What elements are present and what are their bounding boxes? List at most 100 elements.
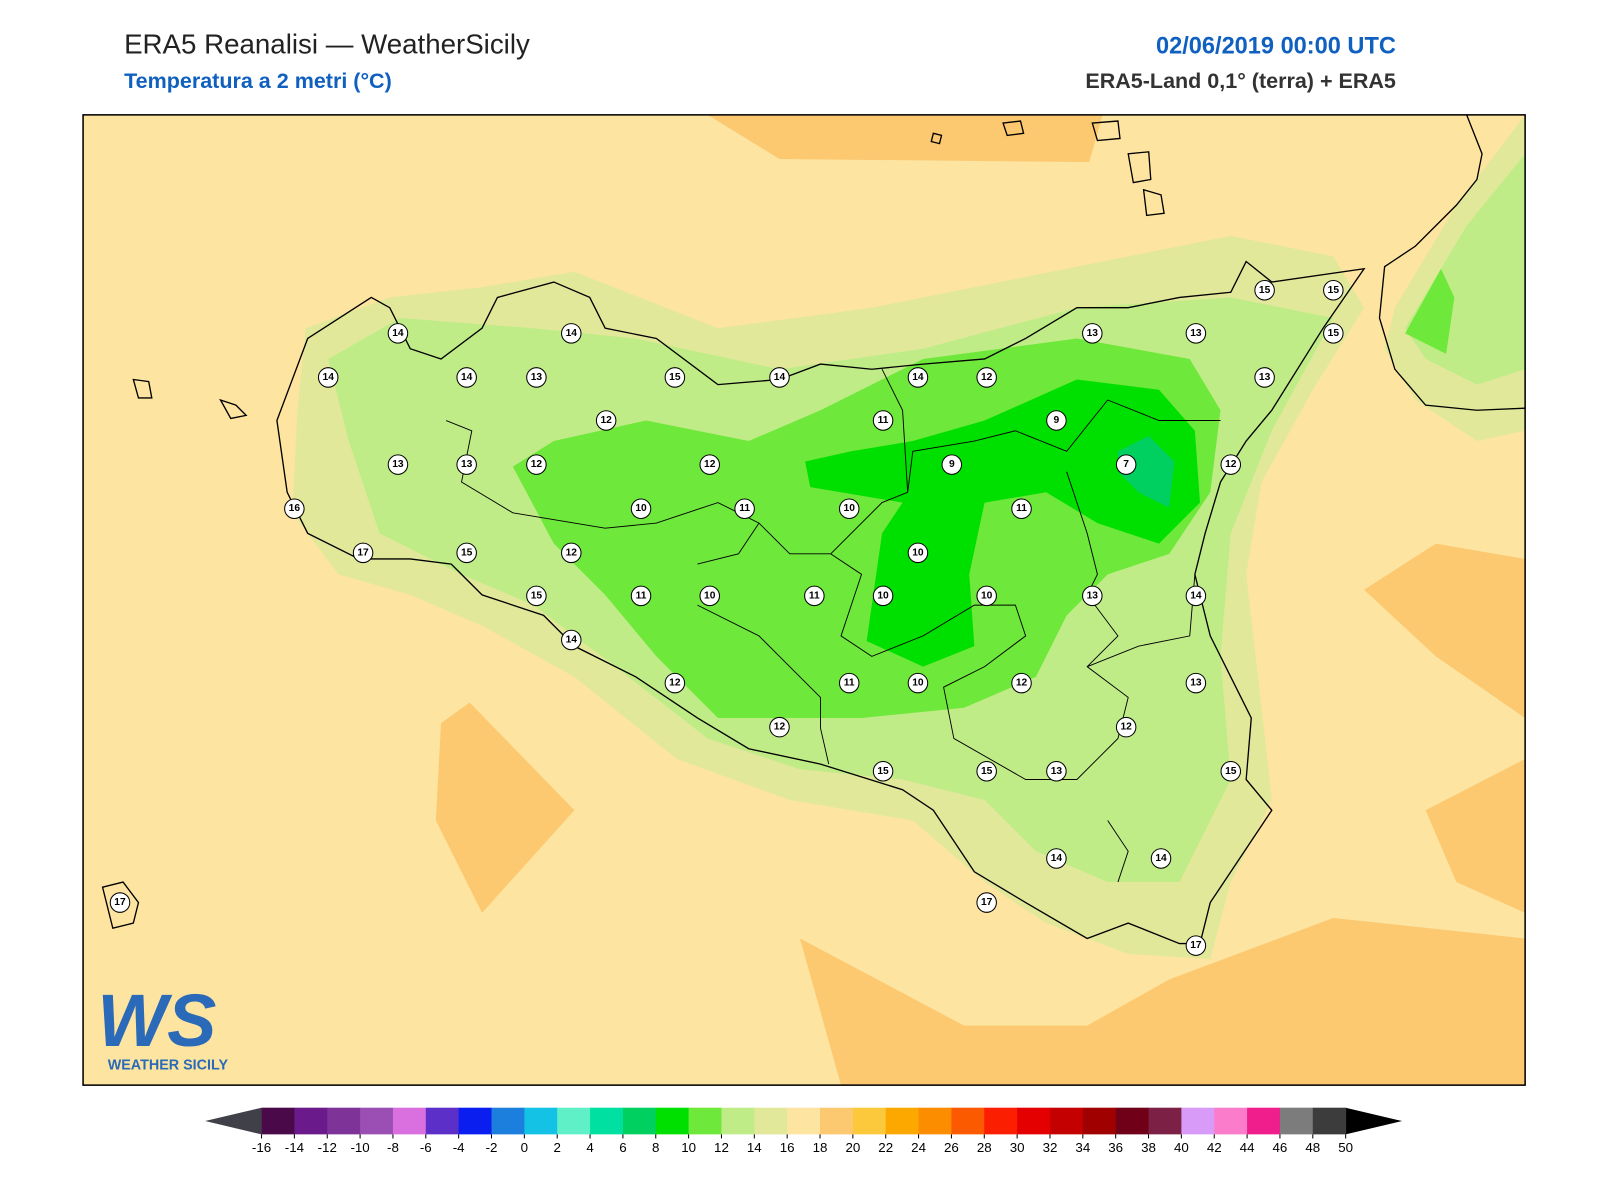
station-marker: [1254, 367, 1275, 388]
station-value: 11: [809, 590, 820, 601]
station-marker: [699, 454, 720, 475]
station-marker: [1082, 585, 1103, 607]
colorbar-tick-label: 36: [1108, 1140, 1123, 1155]
station-value: 11: [739, 503, 750, 514]
date: 02/06/2019 00:00 UTC: [1156, 32, 1396, 58]
colorbar-box: [1181, 1107, 1215, 1135]
station-value: 9: [949, 459, 955, 470]
station-marker: [804, 585, 825, 607]
colorbar-tick-label: 22: [878, 1140, 893, 1155]
coastlines: [101, 114, 1526, 945]
station-marker: [456, 367, 477, 388]
station-marker: [1150, 848, 1172, 869]
station-marker: [838, 498, 860, 519]
station-value: 14: [392, 328, 404, 339]
station-marker: [561, 323, 582, 344]
station-marker: [109, 892, 131, 913]
station-marker: [630, 498, 652, 519]
colorbar: -16 -14 -12 -10 -8 -6 -4 -2 0 2 4 6 8 10 12 14 16 18 20 22 2…: [205, 1107, 1403, 1155]
colorbar-box: [852, 1107, 887, 1135]
colorbar-tick-label: 14: [747, 1140, 762, 1155]
colorbar-tick-label: -8: [387, 1140, 399, 1155]
colorbar-over: [1345, 1107, 1403, 1135]
station-value: 11: [844, 678, 855, 689]
station-marker: [872, 410, 894, 431]
colorbar-box: [1049, 1107, 1084, 1135]
contours: [83, 114, 1526, 1086]
colorbar-tick-label: 30: [1010, 1140, 1025, 1155]
colorbar-tick-label: -12: [318, 1140, 337, 1155]
colorbar-under: [205, 1107, 262, 1135]
station-value: 10: [912, 547, 924, 558]
station-marker: [1082, 323, 1103, 344]
station-value: 13: [1259, 372, 1271, 383]
station-marker: [1220, 454, 1242, 475]
colorbar-tick-label: 4: [586, 1140, 594, 1155]
colorbar-box: [327, 1107, 361, 1135]
station-marker: [1185, 672, 1207, 694]
station-value: 13: [461, 459, 473, 470]
station-value: 12: [774, 722, 786, 733]
station-marker: [838, 672, 860, 694]
station-value: 10: [704, 590, 716, 601]
station-value: 16: [289, 503, 301, 514]
station-marker: [769, 367, 790, 388]
station-marker: [1254, 279, 1275, 301]
colorbar-tick-label: -10: [350, 1140, 369, 1155]
colorbar-box: [425, 1107, 460, 1135]
station-marker: [769, 716, 790, 738]
station-value: 12: [981, 372, 993, 383]
colorbar-box: [820, 1107, 854, 1135]
station-marker: [1011, 498, 1032, 519]
station-marker: [1185, 585, 1207, 607]
colorbar-tick-label: 24: [911, 1140, 926, 1155]
station-marker: [561, 629, 582, 651]
station-value: 14: [774, 372, 786, 383]
colorbar-box: [360, 1107, 394, 1135]
station-marker: [1046, 848, 1067, 869]
colorbar-box: [1279, 1107, 1314, 1135]
station-value: 10: [635, 503, 647, 514]
station-marker: [976, 761, 997, 782]
station-value: 10: [877, 590, 889, 601]
colorbar-tick-label: -2: [486, 1140, 498, 1155]
station-marker: [1115, 716, 1137, 738]
station-value: 15: [1328, 328, 1340, 339]
colorbar-tick-label: 34: [1075, 1140, 1090, 1155]
colorbar-tick-label: 12: [714, 1140, 729, 1155]
station-value: 13: [1190, 328, 1202, 339]
station-value: 9: [1054, 415, 1060, 426]
station-marker: [976, 892, 997, 913]
colorbar-tick-label: -6: [420, 1140, 432, 1155]
colorbar-tick-label: 0: [521, 1140, 528, 1155]
station-value: 11: [1016, 503, 1027, 514]
colorbar-tick-label: 16: [780, 1140, 795, 1155]
title: ERA5 Reanalisi — WeatherSicily: [124, 28, 530, 59]
stations: 14 14 14 14 13 15 14 14 12 13 13 15 15 15 13 12 11 9 13 13 1…: [109, 279, 1344, 956]
station-marker: [907, 672, 929, 694]
colorbar-box: [951, 1107, 985, 1135]
station-value: 13: [1051, 766, 1063, 777]
station-marker: [456, 542, 477, 564]
station-marker: [907, 542, 929, 564]
station-value: 12: [1225, 459, 1237, 470]
station-value: 15: [531, 590, 543, 601]
colorbar-tick-label: 10: [681, 1140, 696, 1155]
station-marker: [907, 367, 929, 388]
colorbar-tick-label: -14: [285, 1140, 305, 1155]
station-value: 17: [1190, 940, 1202, 951]
colorbar-tick-label: 42: [1207, 1140, 1222, 1155]
station-marker: [387, 454, 409, 475]
station-value: 14: [1051, 853, 1063, 864]
colorbar-box: [885, 1107, 920, 1135]
station-value: 17: [981, 897, 993, 908]
logo-text: WEATHER SICILY: [108, 1058, 229, 1074]
station-value: 14: [323, 372, 335, 383]
colorbar-tick-label: 44: [1240, 1140, 1255, 1155]
logo-mark: WS: [97, 979, 216, 1062]
colorbar-box: [655, 1107, 690, 1135]
colorbar-box: [1247, 1107, 1281, 1135]
station-marker: [734, 498, 755, 519]
station-value: 7: [1123, 459, 1129, 470]
